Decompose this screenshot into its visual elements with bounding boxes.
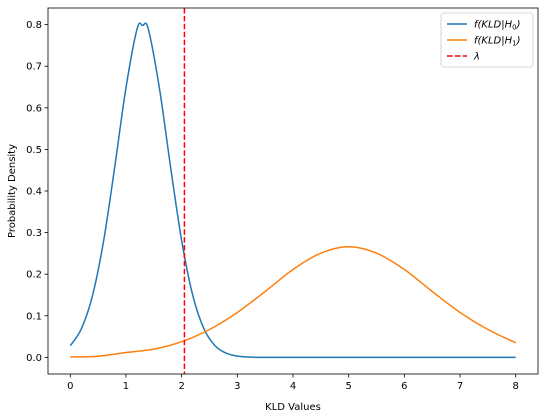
y-tick-label: 0.7 (26, 62, 42, 73)
legend-entry-0: f(KLD|H0) (474, 20, 521, 32)
x-tick-label: 7 (457, 381, 463, 392)
x-tick-label: 0 (67, 381, 73, 392)
y-axis-label: Probability Density (7, 144, 18, 238)
x-tick-label: 1 (123, 381, 129, 392)
legend-box (440, 12, 534, 68)
x-tick-label: 3 (234, 381, 240, 392)
series-line-0 (69, 22, 516, 359)
y-tick-label: 0.8 (26, 20, 42, 31)
y-tick-label: 0.0 (26, 353, 42, 364)
x-axis: 0 1 2 3 4 5 6 7 8 (67, 374, 519, 392)
y-tick-label: 0.6 (26, 103, 42, 114)
y-tick-label: 0.5 (26, 145, 42, 156)
x-axis-label: KLD Values (265, 402, 321, 413)
y-tick-label: 0.1 (26, 311, 42, 322)
y-tick-label: 0.3 (26, 228, 42, 239)
legend: f(KLD|H0) f(KLD|H1) λ (440, 12, 534, 68)
y-tick-label: 0.2 (26, 270, 42, 281)
x-tick-label: 2 (178, 381, 184, 392)
y-axis: 0.0 0.1 0.2 0.3 0.4 0.5 0.6 0.7 0.8 (26, 20, 48, 364)
x-tick-label: 4 (290, 381, 296, 392)
y-tick-label: 0.4 (26, 187, 42, 198)
legend-entry-2: λ (473, 52, 480, 63)
x-tick-label: 6 (401, 381, 407, 392)
x-tick-label: 8 (513, 381, 519, 392)
x-tick-label: 5 (345, 381, 351, 392)
legend-entry-1: f(KLD|H1) (474, 36, 521, 48)
series-line-1 (70, 245, 517, 358)
